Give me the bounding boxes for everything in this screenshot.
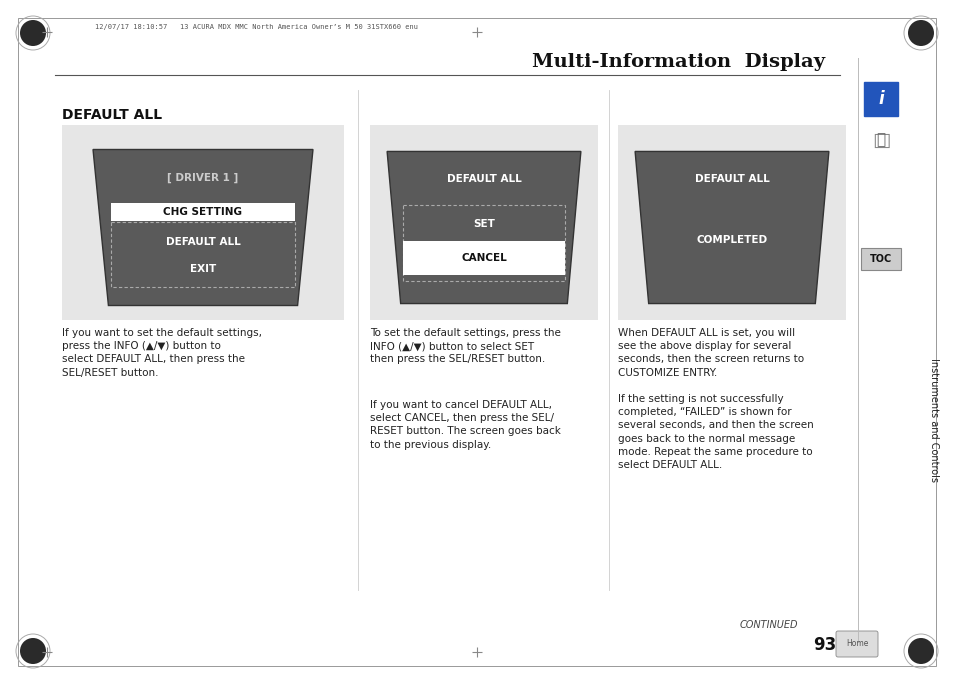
Polygon shape [93, 150, 313, 306]
FancyBboxPatch shape [835, 631, 877, 657]
FancyBboxPatch shape [861, 248, 900, 270]
Text: DEFAULT ALL: DEFAULT ALL [694, 174, 768, 184]
Text: SET: SET [473, 219, 495, 228]
Text: DEFAULT ALL: DEFAULT ALL [166, 237, 240, 246]
Text: Multi-Information  Display: Multi-Information Display [532, 53, 824, 71]
Circle shape [907, 20, 933, 46]
FancyBboxPatch shape [618, 125, 845, 320]
Text: Instruments and Controls: Instruments and Controls [928, 358, 938, 482]
FancyBboxPatch shape [863, 82, 897, 116]
Polygon shape [635, 151, 828, 304]
Text: To set the default settings, press the
INFO (▲/▼) button to select SET
then pres: To set the default settings, press the I… [370, 328, 560, 365]
FancyBboxPatch shape [402, 241, 565, 275]
Polygon shape [387, 151, 580, 304]
Text: i: i [877, 90, 882, 108]
Circle shape [907, 638, 933, 664]
Text: When DEFAULT ALL is set, you will
see the above display for several
seconds, the: When DEFAULT ALL is set, you will see th… [618, 328, 813, 470]
Text: 93: 93 [812, 636, 835, 654]
Text: □: □ [871, 131, 889, 150]
Text: DEFAULT ALL: DEFAULT ALL [62, 108, 162, 122]
Text: TOC: TOC [869, 254, 891, 264]
Text: DEFAULT ALL: DEFAULT ALL [446, 174, 521, 184]
Text: If you want to cancel DEFAULT ALL,
select CANCEL, then press the SEL/
RESET butt: If you want to cancel DEFAULT ALL, selec… [370, 400, 560, 449]
Text: If you want to set the default settings,
press the INFO (▲/▼) button to
select D: If you want to set the default settings,… [62, 328, 262, 378]
Text: CHG SETTING: CHG SETTING [163, 207, 242, 217]
Circle shape [20, 638, 46, 664]
FancyBboxPatch shape [111, 203, 295, 221]
Circle shape [20, 20, 46, 46]
Text: CONTINUED: CONTINUED [739, 620, 797, 630]
Text: 🚙: 🚙 [876, 133, 884, 148]
Text: EXIT: EXIT [190, 264, 216, 274]
FancyBboxPatch shape [62, 125, 344, 320]
Text: Home: Home [845, 640, 867, 648]
Text: COMPLETED: COMPLETED [696, 235, 767, 245]
FancyBboxPatch shape [370, 125, 598, 320]
Text: CANCEL: CANCEL [460, 253, 506, 263]
Text: 12/07/17 18:10:57   13 ACURA MDX MMC North America Owner’s M 50 31STX660 enu: 12/07/17 18:10:57 13 ACURA MDX MMC North… [95, 24, 417, 30]
Text: [ DRIVER 1 ]: [ DRIVER 1 ] [167, 172, 238, 183]
